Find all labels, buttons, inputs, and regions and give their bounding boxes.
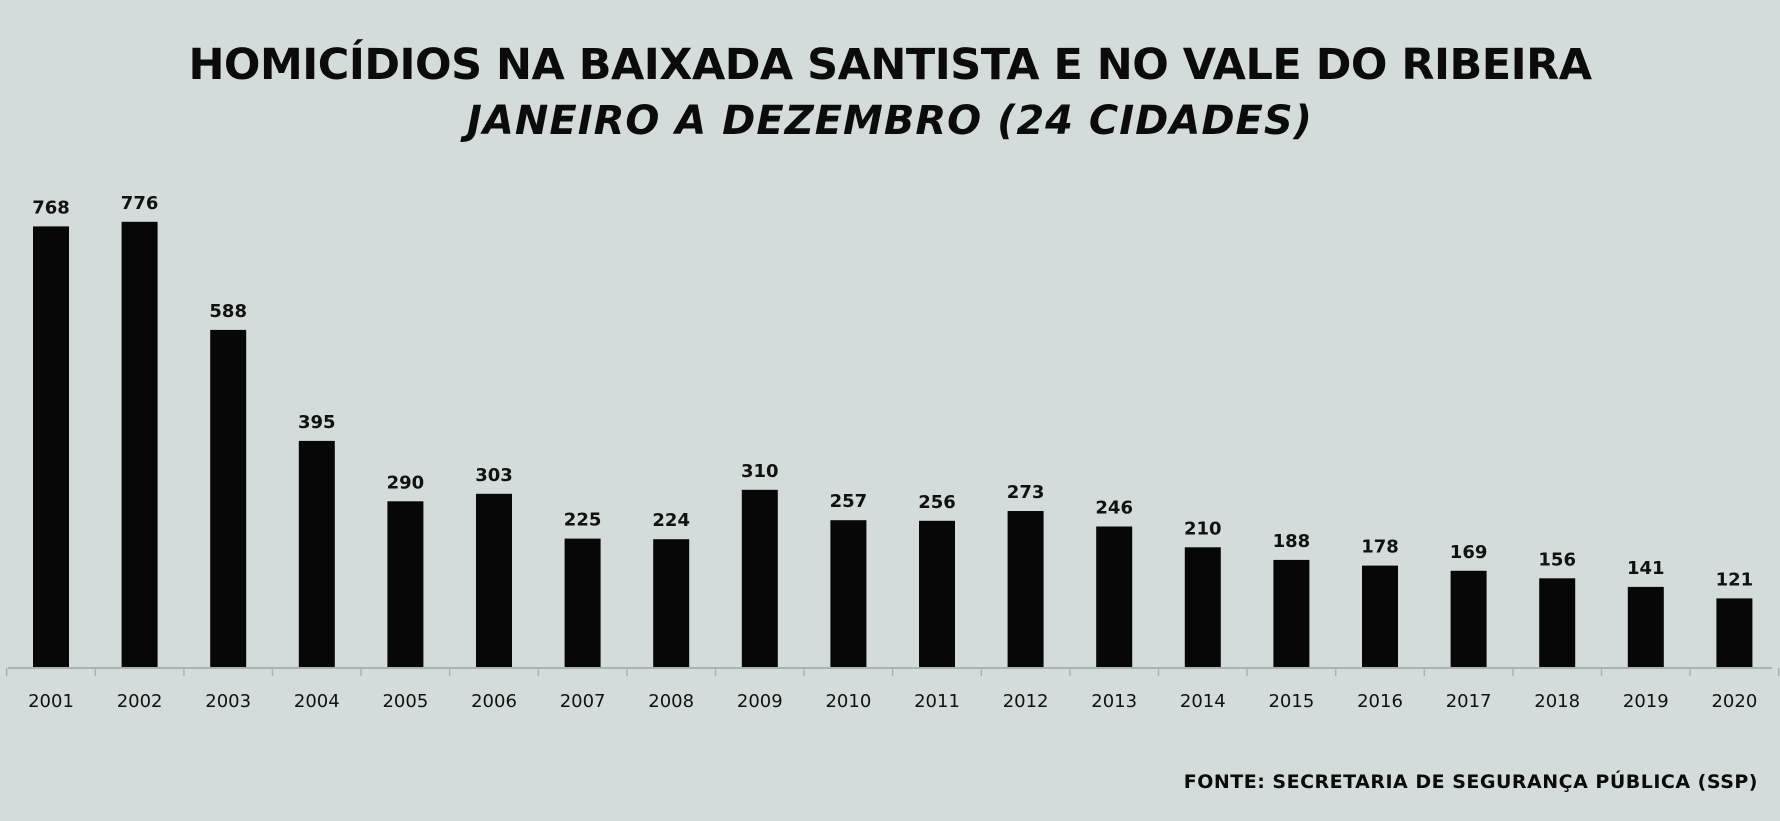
tick-label-2004: 2004 xyxy=(294,691,340,712)
value-label-2001: 768 xyxy=(32,197,70,218)
tick-label-2013: 2013 xyxy=(1091,691,1137,712)
value-label-2020: 121 xyxy=(1716,569,1754,590)
value-label-2015: 188 xyxy=(1273,531,1311,552)
bar-2012 xyxy=(1007,511,1044,668)
value-label-2006: 303 xyxy=(475,465,513,486)
tick-label-2010: 2010 xyxy=(825,691,871,712)
value-label-2018: 156 xyxy=(1538,549,1576,570)
tick-label-2017: 2017 xyxy=(1446,691,1492,712)
tick-label-2014: 2014 xyxy=(1180,691,1226,712)
value-label-2011: 256 xyxy=(918,492,956,513)
bar-2009 xyxy=(741,489,778,669)
bars-group xyxy=(33,221,1753,669)
value-label-2003: 588 xyxy=(209,301,247,322)
tick-label-2008: 2008 xyxy=(648,691,694,712)
value-label-2002: 776 xyxy=(121,193,159,214)
bar-2008 xyxy=(653,539,690,668)
value-label-2009: 310 xyxy=(741,461,779,482)
bar-2015 xyxy=(1273,559,1310,668)
bar-2007 xyxy=(564,538,601,668)
value-label-2013: 246 xyxy=(1095,498,1133,519)
tick-label-2001: 2001 xyxy=(28,691,74,712)
tick-label-2011: 2011 xyxy=(914,691,960,712)
tick-label-2016: 2016 xyxy=(1357,691,1403,712)
bar-2001 xyxy=(33,226,69,668)
tick-label-2009: 2009 xyxy=(737,691,783,712)
value-labels-group: 768 776 588 395 290 303 225 224 310 257 256 273 246 2… xyxy=(32,193,1753,591)
tick-label-2018: 2018 xyxy=(1534,691,1580,712)
value-label-2019: 141 xyxy=(1627,558,1665,579)
tick-label-2002: 2002 xyxy=(117,691,163,712)
source-note: FONTE: SECRETARIA DE SEGURANÇA PÚBLICA (… xyxy=(1183,771,1758,793)
bar-2018 xyxy=(1539,578,1576,668)
x-axis: 2001 2002 2003 2004 2005 2006 2007 2008 2009 2010… xyxy=(5,667,1780,712)
tick-label-2006: 2006 xyxy=(471,691,517,712)
bar-2019 xyxy=(1627,586,1664,668)
bar-2005 xyxy=(387,501,424,669)
tick-label-2007: 2007 xyxy=(560,691,606,712)
bar-2020 xyxy=(1716,598,1753,668)
bar-2013 xyxy=(1096,526,1133,668)
value-label-2007: 225 xyxy=(564,510,602,531)
bar-2003 xyxy=(210,329,247,668)
bar-2011 xyxy=(919,520,955,668)
tick-label-2015: 2015 xyxy=(1268,691,1314,712)
bar-2017 xyxy=(1450,570,1487,668)
value-label-2014: 210 xyxy=(1184,518,1222,539)
tick-label-2005: 2005 xyxy=(382,691,428,712)
value-label-2010: 257 xyxy=(830,491,868,512)
value-label-2005: 290 xyxy=(387,472,425,493)
value-label-2004: 395 xyxy=(298,412,336,433)
chart-title: HOMICÍDIOS NA BAIXADA SANTISTA E NO VALE… xyxy=(188,40,1592,90)
value-label-2012: 273 xyxy=(1007,482,1045,503)
value-label-2017: 169 xyxy=(1450,542,1488,563)
chart-subtitle: JANEIRO A DEZEMBRO (24 CIDADES) xyxy=(467,98,1313,144)
tick-label-2003: 2003 xyxy=(205,691,251,712)
bar-2010 xyxy=(830,520,867,668)
tick-label-2019: 2019 xyxy=(1623,691,1669,712)
value-label-2008: 224 xyxy=(652,510,690,531)
tick-label-2020: 2020 xyxy=(1711,691,1757,712)
bar-2002 xyxy=(121,221,158,669)
value-label-2016: 178 xyxy=(1361,537,1399,558)
bar-2006 xyxy=(476,493,512,668)
bar-2014 xyxy=(1184,547,1221,668)
tick-label-2012: 2012 xyxy=(1003,691,1049,712)
bar-2004 xyxy=(298,440,335,668)
bar-2016 xyxy=(1362,565,1398,668)
